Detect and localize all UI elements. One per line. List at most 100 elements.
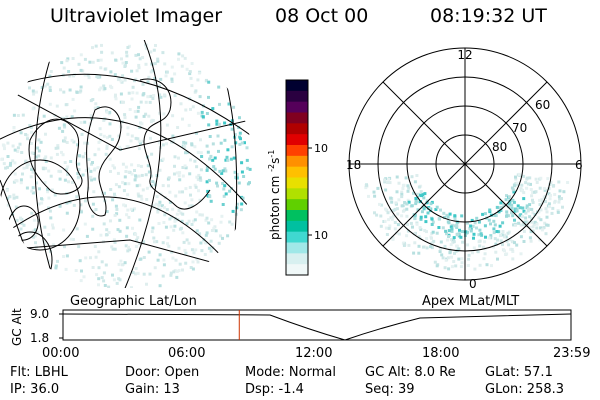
speckle-point — [66, 57, 70, 61]
speckle-point — [125, 213, 129, 217]
speckle-point — [89, 169, 93, 173]
oval-point — [522, 230, 526, 233]
speckle-point — [170, 80, 174, 83]
oval-point — [417, 185, 421, 189]
oval-point — [461, 240, 465, 244]
oval-point — [553, 193, 557, 196]
speckle-point — [66, 172, 70, 176]
speckle-point — [102, 222, 106, 226]
speckle-point — [138, 242, 142, 245]
altitude-plot: 9.0 1.8 GC Alt — [10, 307, 572, 346]
speckle-point — [178, 262, 182, 266]
speckle-point — [75, 195, 79, 199]
speckle-point — [150, 230, 154, 234]
glat-info: GLat: 57.1 — [485, 365, 553, 380]
oval-point — [388, 224, 392, 228]
speckle-point — [141, 139, 145, 143]
oval-point — [438, 250, 442, 253]
speckle-point — [63, 245, 66, 249]
speckle-point — [198, 213, 202, 217]
speckle-point — [102, 134, 106, 138]
speckle-point — [139, 257, 143, 261]
speckle-point — [31, 229, 35, 233]
speckle-point — [123, 78, 127, 82]
speckle-point — [91, 214, 95, 218]
oval-point — [534, 177, 538, 181]
speckle-point — [136, 236, 140, 240]
speckle-point — [137, 63, 141, 67]
speckle-point — [127, 182, 131, 186]
speckle-point — [63, 125, 67, 129]
oval-point — [513, 223, 517, 227]
speckle-point — [223, 121, 227, 125]
speckle-point — [0, 157, 4, 161]
speckle-point — [162, 221, 166, 224]
speckle-point — [212, 165, 216, 169]
oval-point — [419, 217, 423, 221]
speckle-point — [100, 50, 104, 54]
speckle-point — [47, 259, 51, 263]
oval-point — [448, 212, 452, 216]
speckle-point — [99, 133, 103, 137]
speckle-point — [176, 126, 180, 129]
oval-point — [499, 239, 503, 243]
speckle-point — [171, 256, 175, 260]
speckle-point — [210, 229, 214, 232]
speckle-point — [19, 216, 22, 220]
oval-point — [487, 218, 491, 222]
oval-point — [538, 186, 542, 190]
speckle-point — [97, 283, 100, 287]
oval-point — [529, 188, 533, 191]
speckle-point — [31, 89, 35, 93]
oval-point — [511, 214, 515, 218]
speckle-point — [77, 245, 81, 249]
oval-point — [500, 205, 504, 209]
speckle-point — [85, 234, 89, 238]
speckle-point — [48, 85, 52, 89]
oval-point — [531, 211, 535, 215]
oval-point — [545, 223, 549, 227]
oval-point — [552, 184, 556, 187]
oval-point — [515, 243, 519, 247]
speckle-point — [40, 201, 44, 205]
speckle-point — [189, 193, 192, 197]
speckle-point — [51, 223, 54, 227]
speckle-point — [138, 218, 142, 222]
speckle-point — [205, 78, 208, 82]
speckle-point — [184, 141, 188, 145]
speckle-point — [190, 204, 194, 208]
oval-point — [425, 201, 429, 205]
speckle-point — [181, 268, 184, 272]
speckle-point — [71, 238, 75, 241]
speckle-point — [135, 69, 139, 73]
speckle-point — [151, 226, 155, 230]
speckle-point — [177, 246, 181, 250]
speckle-point — [161, 184, 165, 188]
speckle-point — [43, 84, 47, 88]
speckle-point — [152, 204, 156, 208]
speckle-point — [108, 110, 112, 114]
oval-point — [493, 237, 497, 241]
oval-point — [406, 189, 410, 193]
speckle-point — [172, 270, 176, 274]
oval-point — [507, 243, 511, 247]
speckle-point — [169, 271, 173, 275]
speckle-point — [152, 236, 156, 240]
oval-point — [407, 200, 411, 204]
speckle-point — [235, 176, 239, 180]
speckle-point — [194, 89, 198, 93]
speckle-point — [227, 102, 231, 106]
oval-point — [524, 216, 528, 220]
speckle-point — [62, 228, 66, 232]
speckle-point — [124, 204, 127, 208]
speckle-point — [172, 137, 176, 141]
speckle-point — [220, 171, 224, 175]
speckle-point — [207, 221, 211, 225]
speckle-point — [238, 135, 242, 139]
colorbar-cell — [286, 145, 308, 157]
oval-point — [479, 232, 483, 236]
oval-point — [492, 231, 496, 235]
speckle-point — [128, 248, 132, 252]
oval-point — [510, 186, 514, 190]
speckle-point — [37, 138, 41, 142]
